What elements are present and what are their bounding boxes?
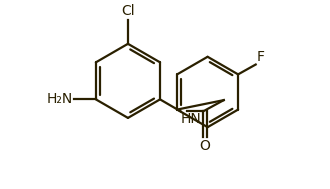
Text: Cl: Cl xyxy=(121,4,135,18)
Text: HN: HN xyxy=(181,112,202,126)
Text: F: F xyxy=(257,50,265,64)
Text: H₂N: H₂N xyxy=(47,92,73,106)
Text: O: O xyxy=(199,139,210,153)
